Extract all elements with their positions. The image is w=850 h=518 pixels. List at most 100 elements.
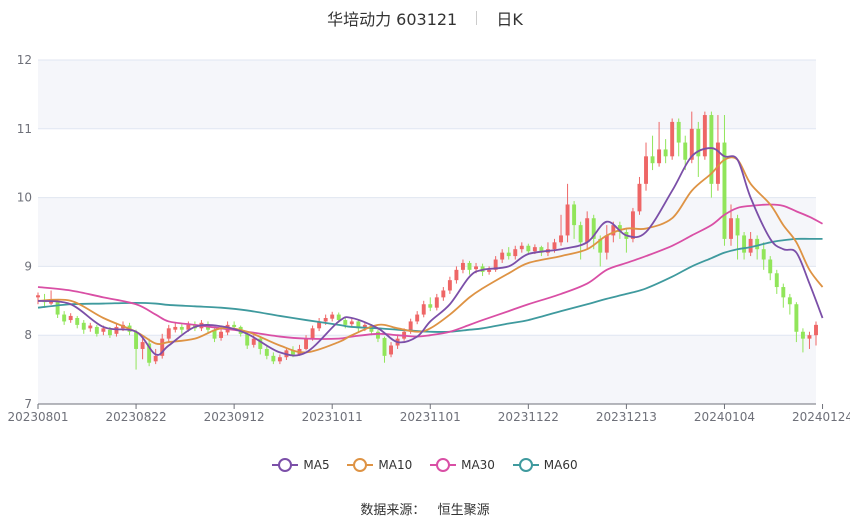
legend-item-ma60[interactable]: MA60 xyxy=(512,458,578,472)
candle-body xyxy=(748,238,753,253)
grid-band xyxy=(38,335,816,404)
candle-body xyxy=(787,297,792,305)
candle-body xyxy=(264,348,269,356)
candle-body xyxy=(343,320,348,325)
candle-body xyxy=(493,259,498,270)
legend-ma5-label: MA5 xyxy=(303,458,330,472)
candle-body xyxy=(532,247,537,252)
candle-body xyxy=(271,355,276,362)
legend-item-ma30[interactable]: MA30 xyxy=(430,458,495,472)
candle-body xyxy=(428,304,433,308)
candle-body xyxy=(330,314,335,319)
y-tick-label: 9 xyxy=(24,259,32,273)
candle-body xyxy=(55,300,60,315)
ma-line-ma60 xyxy=(37,237,823,333)
candle-body xyxy=(134,331,139,349)
candle-body xyxy=(362,324,367,329)
candle-body xyxy=(310,328,315,339)
candle-body xyxy=(663,149,668,157)
candle-body xyxy=(814,324,818,336)
candle-body xyxy=(604,235,609,253)
candle-body xyxy=(709,115,714,184)
candle-body xyxy=(447,280,452,291)
legend-item-ma10[interactable]: MA10 xyxy=(347,458,412,472)
candle-body xyxy=(291,350,295,355)
candle-body xyxy=(794,304,799,332)
candle-body xyxy=(356,321,361,329)
candle-body xyxy=(696,128,701,157)
grid-band xyxy=(38,60,816,129)
candle-body xyxy=(114,326,119,334)
candle-body xyxy=(304,338,309,349)
chart-title: 华培动力 603121 xyxy=(327,10,458,29)
candle-body xyxy=(683,142,688,160)
legend-ma10-symbol xyxy=(347,458,374,472)
candle-body xyxy=(251,338,256,345)
x-tick-label: 20231101 xyxy=(400,410,461,424)
ma-line-ma30 xyxy=(37,203,823,340)
candle-body xyxy=(376,331,380,339)
candle-body xyxy=(68,315,73,321)
candle-body xyxy=(147,343,152,363)
candle-body xyxy=(722,142,727,239)
candle-body xyxy=(729,218,733,239)
data-source-value: 恒生聚源 xyxy=(437,503,490,518)
candle-body xyxy=(107,329,112,336)
candle-body xyxy=(526,245,531,252)
legend-ma10-label: MA10 xyxy=(378,458,413,472)
candle-body xyxy=(565,204,570,236)
candle-body xyxy=(88,325,93,329)
x-tick-label: 20231213 xyxy=(596,410,657,424)
candle-body xyxy=(179,326,184,330)
candle-body xyxy=(578,225,583,243)
candle-body xyxy=(774,273,779,288)
x-tick-label: 20240104 xyxy=(694,410,755,424)
y-tick-label: 12 xyxy=(17,53,32,67)
candle-body xyxy=(153,355,158,362)
legend-ma30-symbol xyxy=(430,458,457,472)
legend-ma30-label: MA30 xyxy=(461,458,495,472)
candle-body xyxy=(572,204,577,226)
legend-ma5-symbol xyxy=(272,458,299,472)
y-tick-label: 8 xyxy=(24,328,32,342)
candle-body xyxy=(160,338,165,356)
legend-item-ma5[interactable]: MA5 xyxy=(272,458,330,472)
x-tick-label: 20230801 xyxy=(7,410,68,424)
candle-body xyxy=(232,324,237,327)
candle-body xyxy=(382,337,387,356)
chart-period: 日K xyxy=(496,10,523,29)
candle-body xyxy=(212,329,217,339)
candle-body xyxy=(637,183,642,212)
y-tick-label: 7 xyxy=(24,397,32,411)
candle-body xyxy=(415,314,420,322)
candle-body xyxy=(552,242,557,250)
candle-body xyxy=(166,328,171,339)
candle-body xyxy=(715,142,720,184)
candle-body xyxy=(75,318,80,325)
candle-body xyxy=(94,326,99,334)
candle-body xyxy=(408,321,413,332)
candle-body xyxy=(336,314,341,321)
candle-body xyxy=(62,314,67,322)
x-tick-label: 20231122 xyxy=(498,410,559,424)
candle-body xyxy=(389,345,394,355)
candle-body xyxy=(611,225,616,236)
candle-body xyxy=(434,297,439,308)
ma-line-ma5 xyxy=(37,147,824,357)
title-separator xyxy=(476,11,478,25)
candle-body xyxy=(807,335,812,339)
candle-body xyxy=(101,328,106,332)
grid-band xyxy=(38,197,816,267)
legend-ma60-label: MA60 xyxy=(543,458,578,472)
y-tick-label: 10 xyxy=(17,191,32,205)
candle-body xyxy=(460,262,465,270)
candle-body xyxy=(258,338,263,349)
candle-body xyxy=(277,357,282,362)
candle-body xyxy=(441,290,446,298)
candle-body xyxy=(630,211,635,239)
candle-body xyxy=(506,252,511,257)
candle-body xyxy=(186,324,191,330)
candle-body xyxy=(81,322,86,330)
candle-body xyxy=(500,252,505,260)
